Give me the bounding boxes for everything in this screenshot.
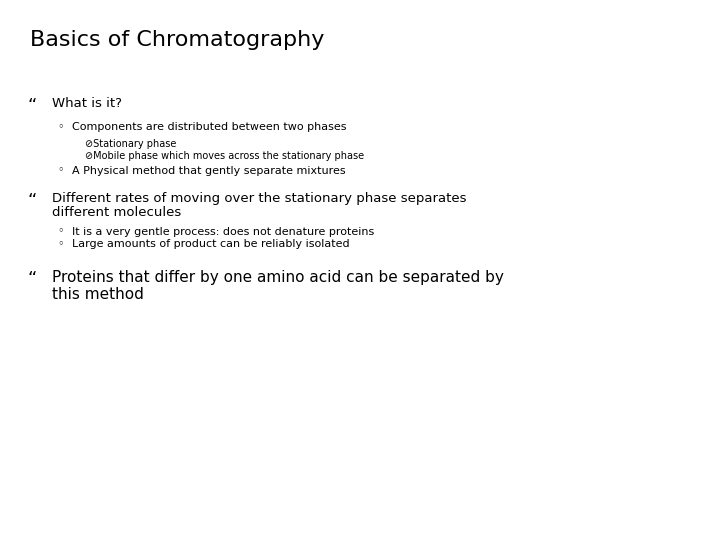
Text: this method: this method bbox=[52, 287, 144, 302]
Text: It is a very gentle process: does not denature proteins: It is a very gentle process: does not de… bbox=[72, 227, 374, 237]
Text: “: “ bbox=[27, 270, 37, 288]
Text: ◦: ◦ bbox=[58, 166, 64, 176]
Text: ⊘Stationary phase: ⊘Stationary phase bbox=[85, 139, 176, 150]
Text: What is it?: What is it? bbox=[52, 97, 122, 110]
Text: Large amounts of product can be reliably isolated: Large amounts of product can be reliably… bbox=[72, 239, 350, 249]
Text: “: “ bbox=[27, 97, 37, 115]
Text: ⊘Mobile phase which moves across the stationary phase: ⊘Mobile phase which moves across the sta… bbox=[85, 151, 364, 161]
Text: Basics of Chromatography: Basics of Chromatography bbox=[30, 30, 325, 50]
Text: ◦: ◦ bbox=[58, 239, 64, 249]
Text: Components are distributed between two phases: Components are distributed between two p… bbox=[72, 122, 346, 132]
Text: Different rates of moving over the stationary phase separates: Different rates of moving over the stati… bbox=[52, 192, 467, 205]
Text: different molecules: different molecules bbox=[52, 206, 181, 219]
Text: “: “ bbox=[27, 192, 37, 210]
Text: ◦: ◦ bbox=[58, 227, 64, 237]
Text: Proteins that differ by one amino acid can be separated by: Proteins that differ by one amino acid c… bbox=[52, 270, 504, 285]
Text: ◦: ◦ bbox=[58, 122, 64, 132]
Text: A Physical method that gently separate mixtures: A Physical method that gently separate m… bbox=[72, 166, 346, 176]
